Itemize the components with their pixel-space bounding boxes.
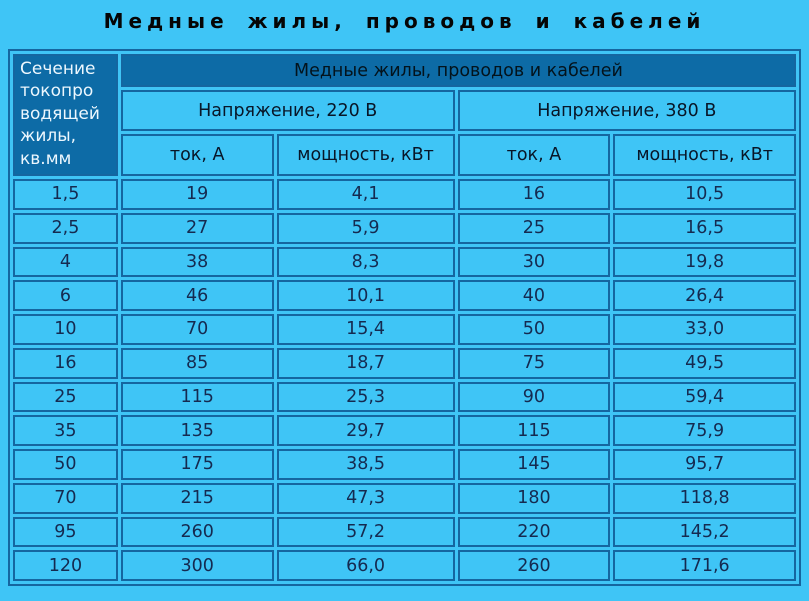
table-cell: 27 [120, 212, 274, 244]
table-cell: 75 [457, 347, 611, 379]
table-cell: 120 [13, 550, 118, 581]
table-cell: 4 [13, 246, 118, 278]
table-row: 10 70 15,4 50 33,0 [13, 314, 796, 345]
table-cell: 25 [457, 212, 611, 244]
table-row: 16 85 18,7 75 49,5 [13, 347, 796, 379]
table-header: Сечение токопро водящей жилы, кв.мм Медн… [13, 54, 796, 176]
table-row: 70 215 47,3 180 118,8 [13, 482, 796, 514]
table-row: 95 260 57,2 220 145,2 [13, 516, 796, 548]
table-cell: 66,0 [276, 550, 455, 581]
table-cell: 118,8 [613, 482, 796, 514]
table-cell: 19,8 [613, 246, 796, 278]
column-header-current-220: ток, А [120, 134, 274, 176]
column-header-power-220: мощность, кВт [276, 134, 455, 176]
table-cell: 46 [120, 280, 274, 311]
table-cell: 26,4 [613, 280, 796, 311]
table-cell: 8,3 [276, 246, 455, 278]
table-cell: 15,4 [276, 314, 455, 345]
table-row: 1,5 19 4,1 16 10,5 [13, 179, 796, 210]
table-row: 50 175 38,5 145 95,7 [13, 449, 796, 480]
column-header-current-380: ток, А [457, 134, 611, 176]
table-cell: 57,2 [276, 516, 455, 548]
group-header-voltage-220: Напряжение, 220 В [120, 90, 455, 131]
table-row: 35 135 29,7 115 75,9 [13, 415, 796, 446]
span-header-copper-wires: Медные жилы, проводов и кабелей [120, 54, 796, 87]
table-cell: 33,0 [613, 314, 796, 345]
table-cell: 16 [13, 347, 118, 379]
page-title: Медные жилы, проводов и кабелей [103, 9, 706, 33]
table-cell: 145 [457, 449, 611, 480]
table-cell: 2,5 [13, 212, 118, 244]
table-cell: 6 [13, 280, 118, 311]
table-cell: 59,4 [613, 381, 796, 413]
table-cell: 220 [457, 516, 611, 548]
table-cell: 180 [457, 482, 611, 514]
table-cell: 260 [457, 550, 611, 581]
table-cell: 10 [13, 314, 118, 345]
corner-header-cross-section: Сечение токопро водящей жилы, кв.мм [13, 54, 118, 176]
table-cell: 18,7 [276, 347, 455, 379]
table-row: 120 300 66,0 260 171,6 [13, 550, 796, 581]
table-cell: 70 [120, 314, 274, 345]
table-cell: 47,3 [276, 482, 455, 514]
table-cell: 16,5 [613, 212, 796, 244]
table-cell: 25 [13, 381, 118, 413]
table-cell: 40 [457, 280, 611, 311]
table-cell: 75,9 [613, 415, 796, 446]
table-row: 6 46 10,1 40 26,4 [13, 280, 796, 311]
column-header-power-380: мощность, кВт [613, 134, 796, 176]
table-cell: 90 [457, 381, 611, 413]
table-cell: 115 [120, 381, 274, 413]
table-cell: 19 [120, 179, 274, 210]
table-cell: 215 [120, 482, 274, 514]
table-cell: 49,5 [613, 347, 796, 379]
table-cell: 16 [457, 179, 611, 210]
copper-wire-ratings-table: Сечение токопро водящей жилы, кв.мм Медн… [8, 49, 801, 586]
table-cell: 35 [13, 415, 118, 446]
table-cell: 95,7 [613, 449, 796, 480]
table-cell: 300 [120, 550, 274, 581]
table-body: 1,5 19 4,1 16 10,5 2,5 27 5,9 25 16,5 4 38 8,3 30 19,8… [13, 179, 796, 581]
table-cell: 10,1 [276, 280, 455, 311]
table-cell: 70 [13, 482, 118, 514]
table-cell: 38,5 [276, 449, 455, 480]
table-row: 4 38 8,3 30 19,8 [13, 246, 796, 278]
table-cell: 38 [120, 246, 274, 278]
table-cell: 145,2 [613, 516, 796, 548]
table-cell: 1,5 [13, 179, 118, 210]
table-row: 2,5 27 5,9 25 16,5 [13, 212, 796, 244]
table-cell: 171,6 [613, 550, 796, 581]
table-row: 25 115 25,3 90 59,4 [13, 381, 796, 413]
table-cell: 10,5 [613, 179, 796, 210]
table-cell: 95 [13, 516, 118, 548]
table-cell: 25,3 [276, 381, 455, 413]
table-cell: 175 [120, 449, 274, 480]
table-cell: 50 [457, 314, 611, 345]
table-cell: 260 [120, 516, 274, 548]
table-cell: 5,9 [276, 212, 455, 244]
table-cell: 4,1 [276, 179, 455, 210]
table-cell: 135 [120, 415, 274, 446]
table-cell: 115 [457, 415, 611, 446]
table-cell: 29,7 [276, 415, 455, 446]
table-cell: 30 [457, 246, 611, 278]
table-cell: 50 [13, 449, 118, 480]
table-cell: 85 [120, 347, 274, 379]
group-header-voltage-380: Напряжение, 380 В [457, 90, 796, 131]
